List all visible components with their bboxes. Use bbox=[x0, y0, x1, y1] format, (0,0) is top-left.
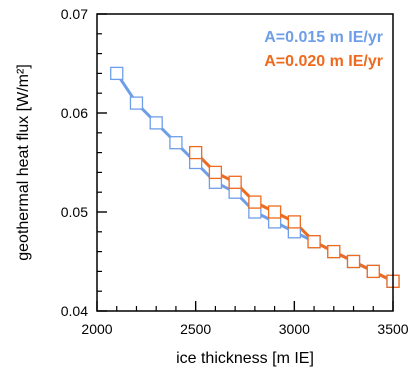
series-0-point bbox=[129, 96, 144, 110]
x-tick-label: 3500 bbox=[377, 321, 408, 337]
x-axis-label: ice thickness [m IE] bbox=[176, 350, 314, 367]
series-1-point bbox=[208, 165, 223, 180]
series-1-point bbox=[366, 264, 380, 279]
plot-frame bbox=[96, 13, 394, 312]
series-0-line bbox=[115, 72, 394, 283]
x-tick-label: 2000 bbox=[81, 321, 112, 337]
series-0-point bbox=[149, 116, 163, 130]
x-tick-label: 2500 bbox=[180, 321, 211, 337]
series-1-point bbox=[248, 195, 262, 209]
y-axis-label: geothermal heat flux [W/m²] bbox=[15, 64, 32, 261]
series-1-point bbox=[327, 244, 341, 259]
tick-labels: 2000 2500 3000 3500 0.04 0.05 0.06 0.07 bbox=[61, 6, 409, 337]
series-0-point bbox=[110, 66, 124, 81]
y-tick-label: 0.04 bbox=[61, 303, 88, 319]
legend-series-1: A=0.020 m IE/yr bbox=[264, 53, 383, 70]
series-1-point bbox=[189, 145, 203, 160]
series-1-point bbox=[267, 205, 282, 219]
y-tick-label: 0.07 bbox=[61, 6, 88, 22]
series-layer bbox=[110, 66, 400, 288]
x-tick-label: 3000 bbox=[279, 321, 310, 337]
series-0-point bbox=[169, 136, 183, 150]
legend-series-0: A=0.015 m IE/yr bbox=[264, 29, 383, 46]
series-1-point bbox=[307, 235, 321, 249]
y-tick-label: 0.06 bbox=[61, 105, 88, 121]
minor-ticks bbox=[97, 33, 374, 311]
series-1-point bbox=[287, 215, 301, 229]
series-1-point bbox=[228, 175, 242, 189]
series-1-point bbox=[346, 254, 361, 269]
y-tick-label: 0.05 bbox=[61, 204, 88, 220]
